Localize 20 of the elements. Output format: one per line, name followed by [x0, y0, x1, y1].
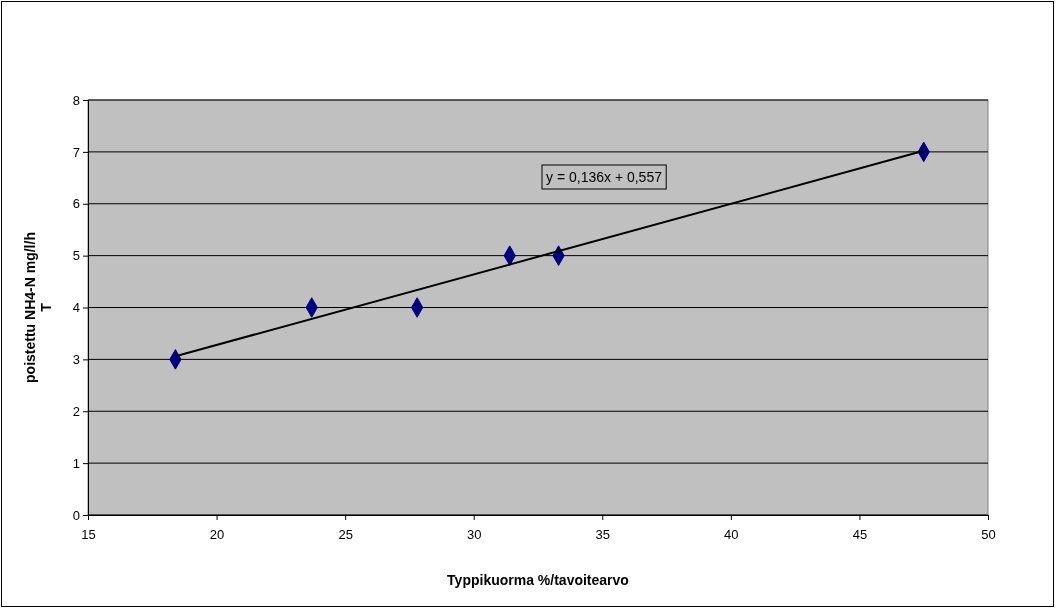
y-tick-label: 8 [72, 92, 80, 108]
x-tick-label: 40 [724, 526, 739, 542]
x-tick-label: 35 [595, 526, 611, 542]
y-tick-label: 0 [72, 507, 80, 523]
y-tick-label: 1 [72, 455, 80, 471]
y-tick-label: 3 [72, 352, 80, 368]
x-tick-label: 20 [209, 526, 225, 542]
y-tick-label: 2 [72, 403, 80, 419]
x-tick-label: 50 [981, 526, 996, 542]
annotation: y = 0,136x + 0,557 [546, 169, 663, 185]
y-tick-label: 7 [72, 144, 80, 160]
x-axis-title: Typpikuorma %/tavoitearvo [447, 572, 629, 588]
y-axis-title: poistettu NH4-N mg/l/h T [22, 232, 55, 383]
y-tick-label: 6 [72, 196, 80, 212]
y-tick-label: 4 [72, 300, 80, 316]
x-tick-label: 45 [852, 526, 868, 542]
x-tick-label: 25 [338, 526, 353, 542]
x-tick-label: 30 [466, 526, 482, 542]
x-tick-label: 15 [81, 526, 96, 542]
y-tick-label: 5 [72, 248, 80, 264]
